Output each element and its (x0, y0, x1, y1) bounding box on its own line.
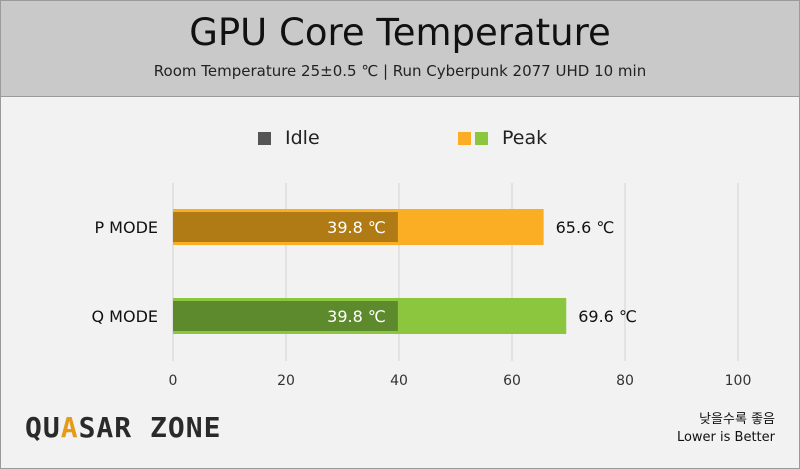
data-label-peak: 65.6 ℃ (556, 218, 615, 237)
legend-idle-label: Idle (285, 127, 320, 149)
logo-text-accent: A (60, 411, 79, 444)
logo-text-1: QU (25, 411, 61, 444)
legend-idle: Idle (258, 127, 320, 149)
category-label: P MODE (94, 218, 158, 237)
logo-text-2: SAR ZONE (78, 411, 222, 444)
x-tick-label: 40 (390, 373, 408, 389)
note-english: Lower is Better (676, 430, 775, 445)
note-korean: 낮을수록 좋음 (699, 412, 775, 427)
chart-title: GPU Core Temperature (189, 11, 611, 54)
legend-idle-swatch (258, 131, 271, 145)
bar-idle (173, 301, 398, 331)
chart-header: GPU Core Temperature Room Temperature 25… (1, 1, 799, 97)
data-label-idle: 39.8 ℃ (327, 307, 386, 326)
x-tick-label: 20 (277, 373, 295, 389)
chart-subtitle: Room Temperature 25±0.5 ℃ | Run Cyberpun… (153, 62, 647, 80)
legend-peak-swatch-p (458, 131, 471, 145)
data-label-peak: 69.6 ℃ (578, 307, 637, 326)
legend-peak: Peak (458, 127, 547, 149)
legend-peak-swatch-q (475, 131, 488, 145)
quasarzone-logo: QUASAR ZONE (25, 411, 221, 444)
x-tick-label: 80 (616, 373, 634, 389)
x-tick-label: 100 (725, 373, 752, 389)
bar-idle (173, 212, 398, 242)
lower-is-better-note: 낮을수록 좋음 Lower is Better (677, 411, 775, 447)
legend-peak-label: Peak (502, 127, 548, 149)
x-tick-label: 60 (503, 373, 521, 389)
category-label: Q MODE (91, 307, 158, 326)
data-label-idle: 39.8 ℃ (327, 218, 386, 237)
x-tick-label: 0 (169, 373, 178, 389)
